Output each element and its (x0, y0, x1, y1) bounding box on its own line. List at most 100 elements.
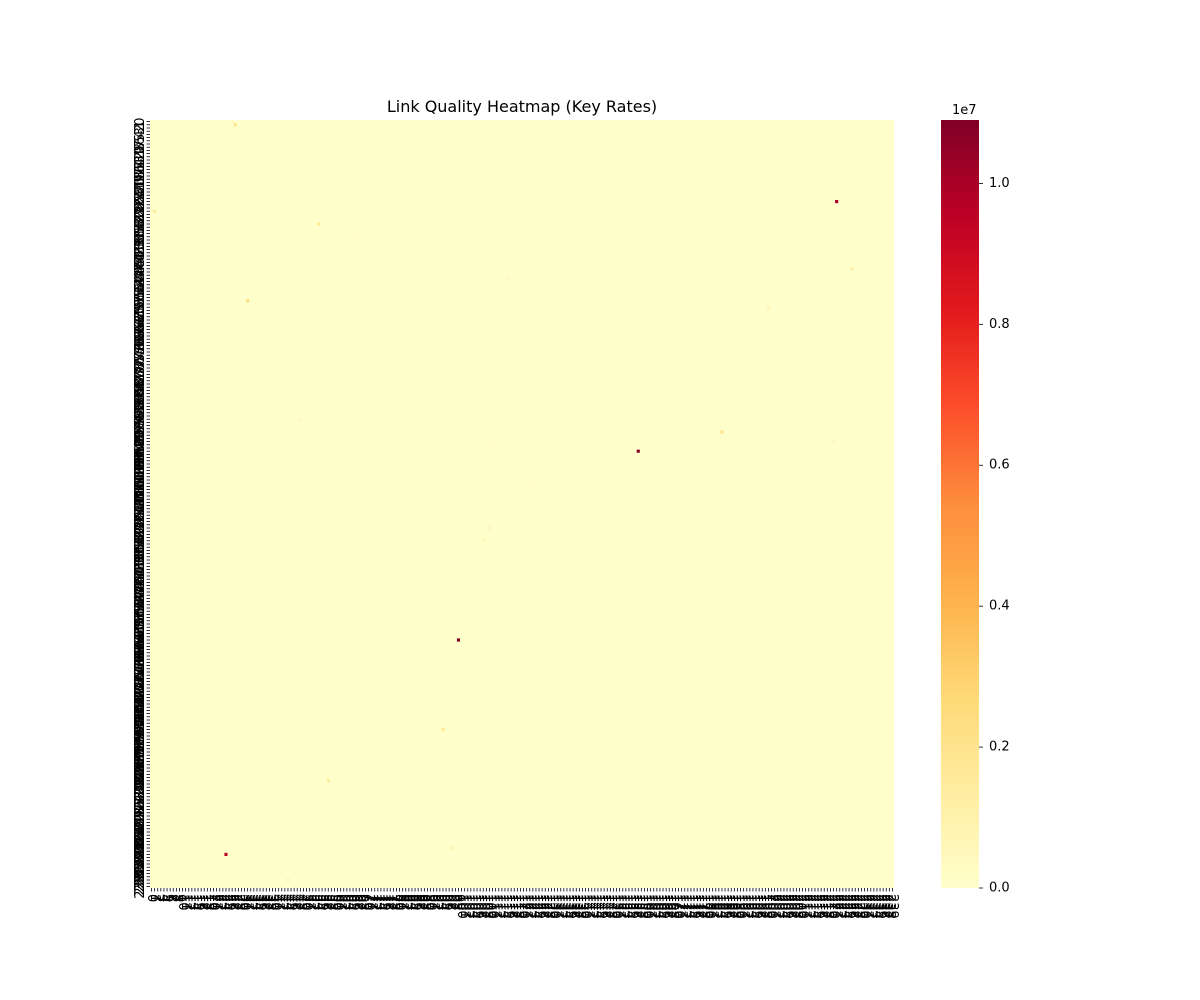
y-tick-label: 137 (133, 548, 148, 573)
x-tick-label: 46 (287, 894, 302, 911)
x-tick-label: 24 (218, 894, 233, 911)
x-tick-label: 117 (507, 894, 522, 919)
y-tick-label: 26 (133, 197, 148, 214)
x-tick-label: 194 (745, 894, 760, 919)
y-tick-label: 207 (133, 772, 148, 797)
y-tick-label: 238 (133, 871, 148, 896)
y-tick-label: 61 (133, 309, 148, 326)
y-tick-label: 174 (133, 666, 148, 691)
y-tick-label: 141 (133, 560, 148, 585)
x-tick-label: 13 (184, 894, 199, 911)
y-tick-label: 181 (133, 688, 148, 713)
x-tick-label: 56 (318, 894, 333, 911)
x-tick-label: 122 (522, 894, 537, 919)
y-tick-label: 201 (133, 752, 148, 777)
x-tick-label: 4 (156, 894, 171, 902)
heatmap-cell (351, 232, 355, 236)
x-tick-label: 232 (863, 894, 878, 919)
x-tick-label: 186 (721, 894, 736, 919)
x-tick-label: 225 (842, 894, 857, 919)
y-tick-label: 19 (133, 174, 148, 191)
colorbar (941, 120, 979, 888)
x-tick-label: 106 (473, 894, 488, 919)
y-tick-label: 74 (133, 350, 148, 367)
y-tick-label: 40 (133, 241, 148, 258)
x-tick-label: 211 (798, 894, 813, 919)
heatmap-cell (153, 209, 157, 213)
x-tick-label: 68 (355, 894, 370, 911)
y-tick-label: 80 (133, 369, 148, 386)
chart-title: Link Quality Heatmap (Key Rates) (387, 97, 657, 116)
x-tick-label: 104 (466, 894, 481, 919)
x-tick-label: 57 (321, 894, 336, 911)
y-tick-label: 87 (133, 392, 148, 409)
y-tick-label: 192 (133, 724, 148, 749)
y-tick-label: 10 (133, 145, 148, 162)
y-tick-label: 158 (133, 615, 148, 640)
heatmap-cell (246, 299, 250, 303)
x-tick-label: 27 (228, 894, 243, 911)
x-tick-label: 132 (553, 894, 568, 919)
x-tick-label: 31 (240, 894, 255, 911)
y-tick-label: 85 (133, 385, 148, 402)
x-tick-label: 102 (460, 894, 475, 919)
heatmap-cell (230, 120, 234, 124)
x-tick-label: 216 (814, 894, 829, 919)
y-tick-label: 86 (133, 389, 148, 406)
x-tick-label: 19 (203, 894, 218, 911)
x-tick-label: 116 (504, 894, 519, 919)
y-tick-label: 146 (133, 576, 148, 601)
x-tick-label: 148 (603, 894, 618, 919)
x-tick-label: 39 (265, 894, 280, 911)
heatmap-cell (835, 200, 839, 204)
y-tick-label: 92 (133, 408, 148, 425)
y-tick-label: 166 (133, 640, 148, 665)
x-tick-label: 59 (327, 894, 342, 911)
y-tick-label: 216 (133, 800, 148, 825)
y-tick-label: 42 (133, 248, 148, 265)
y-tick-label: 59 (133, 302, 148, 319)
x-tick-label: 112 (491, 894, 506, 919)
y-tick-label: 206 (133, 768, 148, 793)
y-tick-label: 39 (133, 238, 148, 255)
x-tick-label: 185 (718, 894, 733, 919)
y-tick-label: 96 (133, 421, 148, 438)
y-tick-label: 91 (133, 405, 148, 422)
y-tick-label: 119 (133, 490, 148, 515)
y-tick-label: 211 (133, 784, 148, 809)
x-tick-label: 156 (628, 894, 643, 919)
x-tick-label: 33 (246, 894, 261, 911)
x-tick-label: 54 (311, 894, 326, 911)
x-tick-label: 105 (470, 894, 485, 919)
y-tick-label: 95 (133, 417, 148, 434)
x-tick-label: 140 (578, 894, 593, 919)
y-tick-label: 136 (133, 544, 148, 569)
y-tick-label: 143 (133, 567, 148, 592)
y-tick-label: 152 (133, 596, 148, 621)
x-tick-label: 228 (851, 894, 866, 919)
x-tick-label: 218 (820, 894, 835, 919)
y-tick-label: 25 (133, 193, 148, 210)
y-tick-label: 142 (133, 564, 148, 589)
y-tick-label: 105 (133, 445, 148, 470)
y-tick-label: 186 (133, 704, 148, 729)
x-tick-label: 82 (398, 894, 413, 911)
x-tick-label: 90 (423, 894, 438, 911)
y-tick-label: 35 (133, 225, 148, 242)
y-tick-label: 140 (133, 557, 148, 582)
x-tick-label: 21 (209, 894, 224, 911)
y-tick-label: 27 (133, 200, 148, 217)
x-tick-label: 64 (342, 894, 357, 911)
x-tick-label: 110 (485, 894, 500, 919)
x-tick-label: 62 (336, 894, 351, 911)
x-tick-label: 91 (426, 894, 441, 911)
x-tick-label: 166 (659, 894, 674, 919)
y-tick-label: 159 (133, 618, 148, 643)
y-tick-label: 41 (133, 245, 148, 262)
x-tick-label: 163 (649, 894, 664, 919)
x-tick-label: 239 (885, 894, 900, 919)
x-tick-label: 172 (677, 894, 692, 919)
y-tick-label: 128 (133, 519, 148, 544)
x-tick-label: 135 (563, 894, 578, 919)
x-tick-label: 131 (550, 894, 565, 919)
